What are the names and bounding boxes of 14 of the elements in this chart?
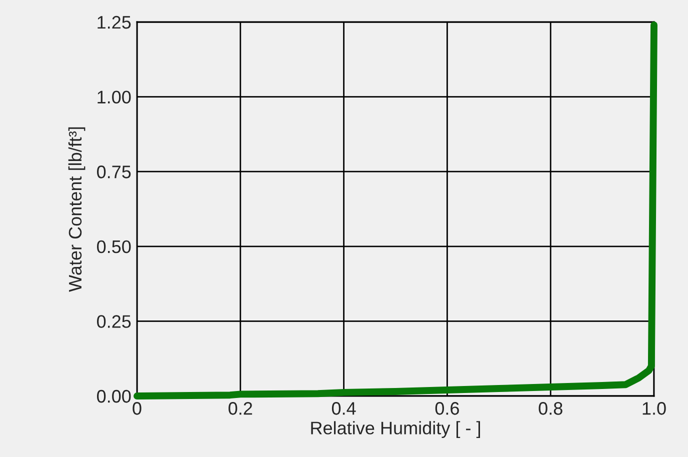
x-tick-label: 1.0 xyxy=(642,402,666,415)
y-tick-label: 0.25 xyxy=(97,315,131,328)
x-tick-label: 0.6 xyxy=(435,402,459,415)
y-tick-label: 0.00 xyxy=(97,390,131,403)
y-tick-label: 0.50 xyxy=(97,240,131,254)
x-tick-label: 0 xyxy=(132,402,142,415)
x-axis-title: Relative Humidity [ - ] xyxy=(311,421,480,438)
y-tick-label: 0.75 xyxy=(97,166,131,178)
x-tick-label: 0.4 xyxy=(332,402,356,415)
x-tick-label: 0.2 xyxy=(228,402,252,415)
y-tick-label: 1.00 xyxy=(98,90,131,104)
y-axis-title: Water Content [lb/ft³] xyxy=(68,127,86,292)
y-tick-label: 1.25 xyxy=(98,16,131,29)
x-tick-label: 0.8 xyxy=(538,402,562,415)
